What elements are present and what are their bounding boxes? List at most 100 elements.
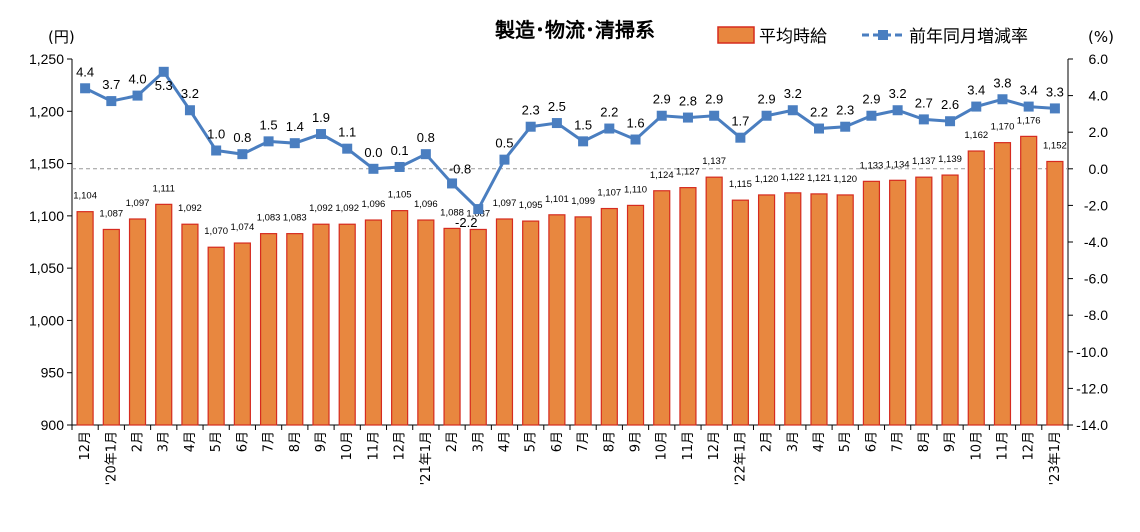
bar bbox=[862, 180, 881, 426]
bar bbox=[128, 218, 147, 426]
bar bbox=[574, 216, 592, 426]
bar-data-label: 1,137 bbox=[702, 156, 726, 167]
bar bbox=[522, 220, 540, 426]
rate-point bbox=[447, 178, 458, 189]
x-tick-label: 2月 bbox=[131, 431, 146, 452]
rate-point bbox=[342, 143, 353, 154]
rate-point bbox=[866, 110, 877, 121]
bar-data-label: 1,127 bbox=[676, 167, 700, 178]
rate-data-label: -0.8 bbox=[449, 161, 471, 176]
rate-point bbox=[132, 90, 143, 101]
rate-point bbox=[735, 132, 746, 143]
bar-data-label: 1,133 bbox=[860, 160, 884, 171]
right-tick-label: -10.0 bbox=[1076, 344, 1108, 360]
left-tick-label: 1,050 bbox=[29, 260, 64, 276]
bar-data-label: 1,092 bbox=[335, 203, 359, 214]
x-tick-label: 2月 bbox=[760, 431, 775, 452]
rate-point bbox=[184, 105, 195, 116]
x-tick-label: 3月 bbox=[471, 431, 486, 452]
bar bbox=[679, 187, 697, 426]
right-tick-label: -14.0 bbox=[1076, 417, 1108, 433]
x-tick-label: 7月 bbox=[576, 431, 591, 452]
bar bbox=[705, 176, 723, 426]
rate-data-label: 4.0 bbox=[128, 72, 146, 87]
x-tick-label: 7月 bbox=[262, 431, 277, 452]
bar-data-label: 1,105 bbox=[388, 190, 412, 201]
rate-point bbox=[630, 134, 641, 145]
left-tick-label: 1,000 bbox=[29, 312, 64, 328]
chart-title: 製造･物流･清掃系 bbox=[495, 18, 655, 42]
right-tick-label: -4.0 bbox=[1084, 234, 1108, 250]
rate-data-label: 0.8 bbox=[417, 130, 435, 145]
bar-data-label: 1,088 bbox=[440, 207, 464, 218]
x-tick-label: 4月 bbox=[497, 431, 512, 452]
bar-data-label: 1,092 bbox=[309, 203, 333, 214]
rate-point bbox=[211, 145, 222, 156]
rate-data-label: 1.0 bbox=[207, 127, 225, 142]
rate-point bbox=[709, 110, 720, 121]
x-tick-label: 12月 bbox=[393, 431, 408, 461]
legend: 平均時給 前年同月増減率 bbox=[717, 26, 1028, 47]
bar bbox=[312, 223, 330, 426]
x-tick-label: 11月 bbox=[366, 431, 381, 461]
rate-point bbox=[551, 118, 562, 129]
bar-data-label: 1,137 bbox=[912, 156, 936, 167]
rate-data-label: 3.2 bbox=[889, 86, 907, 101]
rate-point bbox=[394, 161, 405, 172]
x-tick-label: 12月 bbox=[707, 431, 722, 461]
x-tick-label: 4月 bbox=[812, 431, 827, 452]
x-tick-label: 5月 bbox=[524, 431, 539, 452]
rate-data-label: 2.6 bbox=[941, 97, 959, 112]
bar bbox=[548, 214, 566, 426]
bar bbox=[993, 142, 1012, 426]
rate-data-label: 2.9 bbox=[862, 92, 880, 107]
bar-data-label: 1,111 bbox=[153, 183, 175, 194]
rate-point bbox=[945, 116, 956, 127]
rate-point bbox=[263, 136, 274, 147]
rate-data-label: 2.9 bbox=[653, 92, 671, 107]
x-tick-label: 3月 bbox=[157, 431, 172, 452]
x-tick-label: 4月 bbox=[183, 431, 198, 452]
right-tick-label: -12.0 bbox=[1076, 380, 1108, 396]
rate-data-label: 4.4 bbox=[76, 64, 94, 79]
legend-line-label: 前年同月増減率 bbox=[909, 27, 1028, 47]
bar-data-label: 1,074 bbox=[230, 222, 254, 233]
bar-data-label: 1,170 bbox=[991, 122, 1015, 133]
rate-data-label: 1.6 bbox=[626, 116, 644, 131]
bar-data-label: 1,110 bbox=[624, 184, 647, 195]
bar bbox=[364, 219, 383, 426]
bar-data-label: 1,095 bbox=[519, 200, 543, 211]
bar bbox=[1020, 135, 1038, 426]
rate-data-label: 3.4 bbox=[967, 83, 985, 98]
x-tick-label: 5月 bbox=[209, 431, 224, 452]
rate-data-label: 1.7 bbox=[731, 114, 749, 129]
bar bbox=[967, 150, 985, 426]
rate-point bbox=[971, 101, 982, 112]
rate-point bbox=[1023, 101, 1034, 112]
rate-data-label: 1.9 bbox=[312, 110, 330, 125]
bar-data-label: 1,087 bbox=[99, 208, 123, 219]
left-tick-label: 1,150 bbox=[29, 156, 64, 172]
bar-data-label: 1,083 bbox=[257, 213, 281, 224]
rate-data-label: 2.2 bbox=[600, 105, 618, 120]
right-tick-label: -8.0 bbox=[1084, 307, 1108, 323]
rate-point bbox=[892, 105, 903, 116]
x-tick-label: 10月 bbox=[969, 431, 984, 461]
bar bbox=[495, 218, 514, 426]
rate-data-label: 0.1 bbox=[391, 143, 409, 158]
legend-bar-label: 平均時給 bbox=[759, 27, 827, 47]
rate-data-label: 2.3 bbox=[836, 103, 854, 118]
rate-data-label: 3.3 bbox=[1046, 84, 1064, 99]
rate-data-label: 2.3 bbox=[522, 103, 540, 118]
bar bbox=[941, 174, 959, 426]
x-tick-label: '23年1月 bbox=[1048, 431, 1063, 485]
bar-data-label: 1,099 bbox=[571, 196, 595, 207]
rate-point bbox=[997, 94, 1008, 105]
bar bbox=[286, 233, 304, 426]
right-tick-label: 4.0 bbox=[1089, 88, 1109, 104]
right-tick-label: -2.0 bbox=[1084, 197, 1108, 213]
rate-point bbox=[682, 112, 693, 123]
bar bbox=[600, 207, 618, 426]
left-tick-label: 900 bbox=[41, 417, 65, 433]
